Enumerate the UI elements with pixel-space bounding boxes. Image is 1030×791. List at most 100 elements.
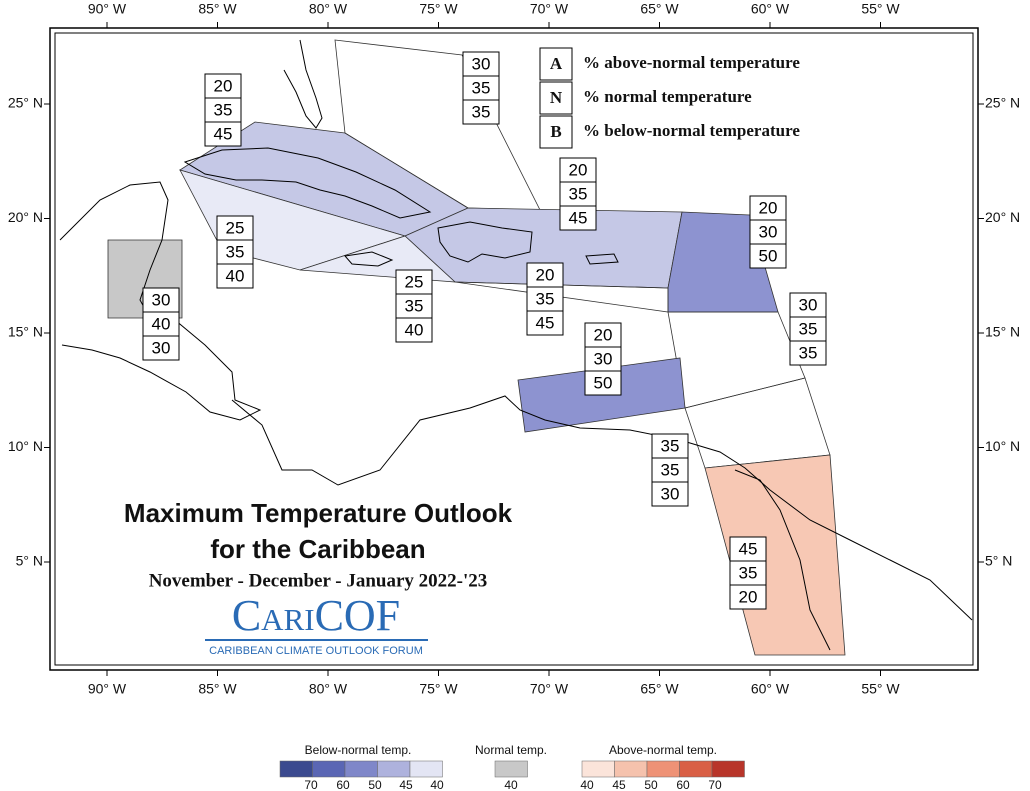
prob-box: [462, 99, 500, 125]
key-letter: A: [550, 54, 563, 73]
prob-n: 35: [226, 242, 245, 261]
prob-box: [142, 287, 180, 313]
legend-label: 50: [644, 778, 658, 791]
lon-label-bottom: 80° W: [309, 681, 348, 697]
prob-box: [651, 481, 689, 507]
probability-boxes: 20 35 45 30 35 35 20 35 45 20 30 50 25 35 40 30 40 30 25 35…: [142, 51, 827, 610]
legend-title: Normal temp.: [475, 743, 547, 757]
lon-label-top: 85° W: [198, 1, 237, 17]
logo-name: CariCOF: [232, 591, 400, 640]
legend-label: 40: [580, 778, 594, 791]
lon-label-bottom: 70° W: [530, 681, 569, 697]
logo-tagline: CARIBBEAN CLIMATE OUTLOOK FORUM: [209, 645, 423, 657]
prob-n: 35: [569, 184, 588, 203]
prob-n: 35: [536, 289, 555, 308]
prob-box: [789, 316, 827, 342]
prob-box: [729, 536, 767, 562]
lon-label-top: 90° W: [88, 1, 127, 17]
prob-box: [526, 262, 564, 288]
lon-label-top: 65° W: [640, 1, 679, 17]
prob-n: 40: [152, 314, 171, 333]
legend-swatch: [377, 760, 411, 778]
legend-label: 45: [612, 778, 626, 791]
legend-swatch: [279, 760, 313, 778]
prob-a: 20: [214, 76, 233, 95]
prob-a: 30: [799, 295, 818, 314]
prob-box: [789, 340, 827, 366]
lon-label-top: 60° W: [751, 1, 790, 17]
prob-b: 45: [214, 124, 233, 143]
legend-title: Above-normal temp.: [609, 743, 717, 757]
prob-box: [749, 219, 787, 245]
legend-swatch: [646, 760, 680, 778]
title: Maximum Temperature Outlook: [124, 498, 513, 528]
lat-label-left: 25° N: [8, 95, 43, 111]
lon-label-bottom: 85° W: [198, 681, 237, 697]
lon-label-bottom: 55° W: [861, 681, 900, 697]
prob-n: 35: [661, 460, 680, 479]
lon-label-top: 75° W: [419, 1, 458, 17]
prob-n: 30: [594, 349, 613, 368]
lat-label-left: 10° N: [8, 438, 43, 454]
key-box: [539, 81, 573, 115]
legend-label: 40: [504, 778, 518, 791]
prob-box: [559, 205, 597, 231]
legend-swatch: [312, 760, 346, 778]
lat-label-right: 15° N: [985, 324, 1020, 340]
title-panel: [60, 492, 540, 662]
legend-swatch: [494, 760, 528, 778]
lat-label-right: 10° N: [985, 438, 1020, 454]
coast-florida: [283, 39, 323, 129]
prob-box: [204, 73, 242, 99]
legend-label: 60: [676, 778, 690, 791]
legend-swatch: [679, 760, 713, 778]
legend-swatch: [711, 760, 745, 778]
coast-cuba: [183, 147, 432, 219]
legend-label: 45: [399, 778, 413, 791]
map-inner-frame: [54, 32, 974, 666]
coast-central-america: [59, 181, 262, 421]
prob-box: [584, 370, 622, 396]
prob-box: [142, 335, 180, 361]
prob-box: [559, 157, 597, 183]
prob-n: 35: [405, 296, 424, 315]
prob-box: [395, 317, 433, 343]
legend-label: 70: [304, 778, 318, 791]
lat-label-left: 15° N: [8, 324, 43, 340]
prob-b: 30: [152, 338, 171, 357]
legend-label: 60: [336, 778, 350, 791]
prob-b: 50: [759, 246, 778, 265]
prob-box: [559, 181, 597, 207]
prob-a: 20: [569, 160, 588, 179]
prob-a: 45: [739, 539, 758, 558]
prob-n: 35: [214, 100, 233, 119]
coastlines: [59, 39, 973, 651]
legend-label: 50: [368, 778, 382, 791]
prob-a: 35: [661, 436, 680, 455]
legend-swatch: [409, 760, 443, 778]
lon-label-top: 55° W: [861, 1, 900, 17]
key-box: [539, 47, 573, 81]
key-letter: B: [550, 122, 561, 141]
legend-swatch: [581, 760, 615, 778]
prob-a: 25: [226, 218, 245, 237]
prob-b: 45: [569, 208, 588, 227]
prob-a: 20: [594, 325, 613, 344]
coast-puerto-rico: [585, 253, 619, 265]
lon-label-top: 70° W: [530, 1, 569, 17]
prob-b: 40: [226, 266, 245, 285]
prob-b: 20: [739, 587, 758, 606]
key-letter: N: [550, 88, 563, 107]
prob-box: [216, 215, 254, 241]
lat-label-right: 20° N: [985, 209, 1020, 225]
lon-label-bottom: 75° W: [419, 681, 458, 697]
prob-n: 35: [799, 319, 818, 338]
prob-b: 40: [405, 320, 424, 339]
lat-label-right: 25° N: [985, 95, 1020, 111]
lat-label-right: 5° N: [985, 553, 1012, 569]
prob-box: [749, 243, 787, 269]
prob-a: 20: [536, 265, 555, 284]
prob-b: 50: [594, 373, 613, 392]
legend-label: 40: [430, 778, 444, 791]
